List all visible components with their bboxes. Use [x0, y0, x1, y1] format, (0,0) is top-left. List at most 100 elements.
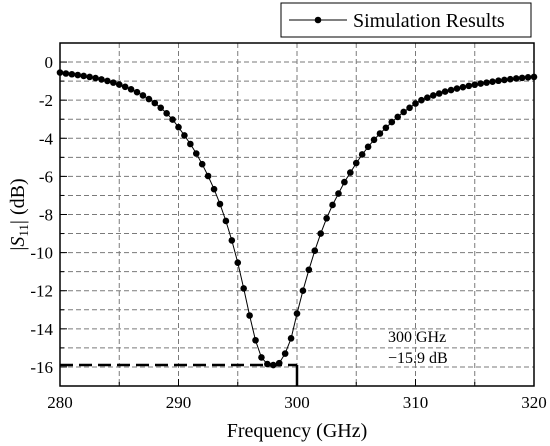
data-point: [115, 81, 123, 88]
y-tick-label: -14: [30, 320, 53, 339]
y-axis-title-symbol: S: [7, 237, 29, 247]
grid-lines: [60, 43, 534, 386]
data-point: [352, 159, 360, 167]
x-tick-label: 320: [521, 393, 547, 412]
data-point: [323, 215, 330, 222]
data-point: [299, 287, 307, 295]
y-axis-title-bar-left: |: [7, 247, 29, 251]
data-point: [293, 310, 301, 317]
data-point: [382, 124, 390, 132]
data-point: [394, 113, 402, 121]
y-axis-title-subscript: 11: [16, 224, 31, 237]
data-point: [80, 72, 87, 80]
data-point: [210, 185, 218, 193]
x-axis-title: Frequency (GHz): [227, 420, 368, 442]
data-point: [424, 94, 431, 101]
legend-marker-swatch: [314, 16, 322, 24]
data-point: [512, 75, 520, 82]
guide-lines: [60, 363, 299, 386]
data-point: [465, 82, 473, 90]
data-point: [453, 85, 461, 92]
data-point: [347, 169, 354, 176]
data-point: [518, 74, 526, 82]
data-point: [169, 116, 176, 123]
data-point: [74, 71, 82, 79]
data-point: [68, 70, 76, 78]
data-point: [287, 335, 295, 342]
data-point: [441, 88, 449, 95]
data-point: [204, 172, 212, 180]
data-point: [435, 90, 443, 97]
data-point: [317, 230, 325, 237]
data-point: [145, 95, 153, 103]
data-point: [62, 70, 70, 77]
data-point: [471, 81, 479, 89]
data-point: [329, 201, 336, 209]
data-point: [92, 74, 99, 82]
data-point: [501, 76, 508, 84]
data-point: [370, 136, 378, 144]
y-tick-label: -6: [39, 167, 53, 186]
x-tick-label: 280: [47, 393, 73, 412]
data-point: [412, 100, 419, 107]
y-tick-label: -16: [30, 358, 53, 377]
y-tick-label: 0: [45, 53, 54, 72]
data-point: [222, 217, 230, 225]
data-point: [121, 83, 129, 91]
annotation-frequency: 300 GHz: [388, 329, 446, 346]
data-point: [127, 86, 135, 93]
data-point: [311, 247, 319, 255]
data-point: [104, 77, 111, 85]
data-point: [163, 110, 170, 117]
data-point: [447, 86, 455, 94]
y-tick-label: -10: [30, 244, 53, 263]
tick-labels: 280 290 300 310 320 0 -2 -4 -6 -8 -10 -12 -14 -16: [30, 53, 546, 412]
data-point: [477, 80, 484, 87]
data-point: [305, 266, 313, 274]
y-tick-label: -12: [30, 282, 53, 301]
data-point: [86, 73, 93, 81]
data-point: [429, 92, 437, 99]
data-point: [181, 132, 188, 139]
data-point: [406, 104, 413, 112]
data-point: [364, 143, 372, 151]
data-point: [376, 130, 384, 137]
data-point: [228, 237, 236, 244]
annotation-value: −15.9 dB: [388, 350, 448, 367]
y-axis-title-unit: | (dB): [7, 178, 29, 224]
data-point: [246, 312, 253, 319]
data-point: [98, 76, 105, 83]
data-point: [459, 83, 467, 91]
data-point: [187, 140, 194, 148]
data-point: [524, 74, 532, 81]
data-point: [400, 108, 407, 116]
data-point: [157, 104, 165, 112]
data-point: [270, 361, 277, 369]
data-point: [258, 354, 265, 361]
data-point: [133, 88, 141, 96]
x-tick-label: 290: [166, 393, 192, 412]
data-point: [483, 79, 490, 86]
data-point: [358, 151, 366, 158]
data-point: [489, 78, 496, 85]
data-point: [234, 259, 242, 267]
y-tick-label: -4: [39, 129, 54, 148]
data-point: [388, 118, 396, 126]
series-group: [56, 69, 538, 369]
data-point: [240, 285, 247, 292]
data-point: [281, 350, 289, 357]
data-point: [151, 99, 159, 107]
data-point: [110, 79, 117, 86]
y-axis-title: |S11| (dB): [7, 178, 31, 250]
data-point: [252, 336, 259, 344]
data-point: [264, 360, 271, 368]
x-tick-label: 300: [284, 393, 310, 412]
data-point: [341, 178, 348, 186]
legend: Simulation Results: [280, 2, 532, 38]
y-tick-label: -2: [39, 91, 53, 110]
data-point: [139, 92, 147, 99]
x-tick-label: 310: [403, 393, 429, 412]
data-point: [418, 96, 425, 104]
data-point: [175, 123, 182, 131]
plot-frame: [59, 42, 535, 387]
